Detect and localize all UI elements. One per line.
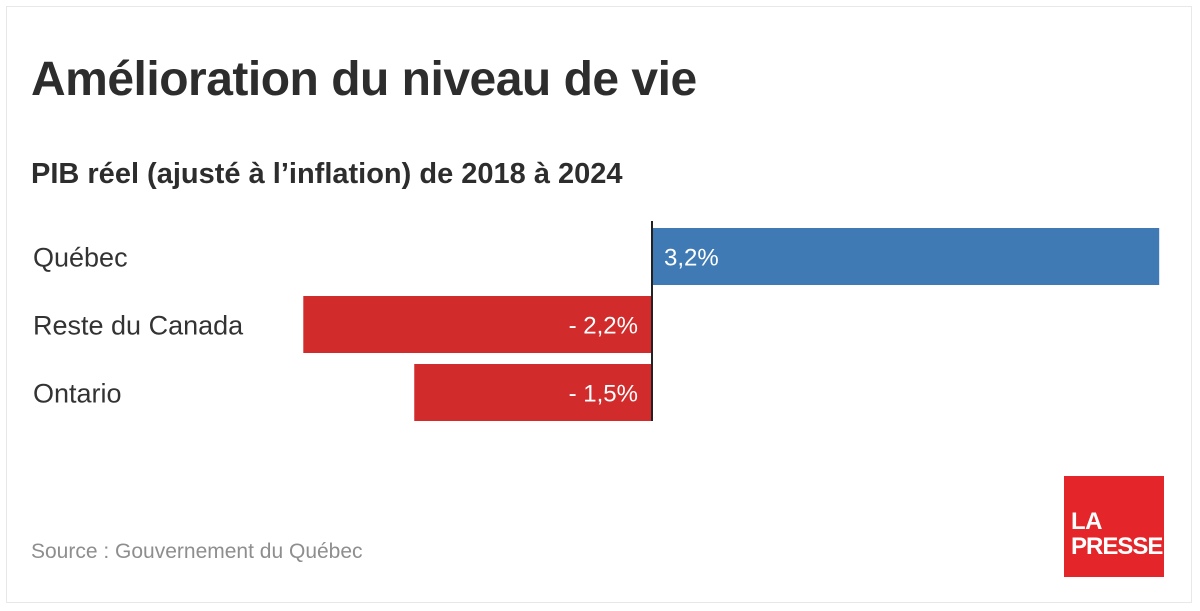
logo-line-2: PRESSE (1071, 533, 1163, 560)
bar-ontario (414, 364, 652, 421)
category-label-quebec: Québec (33, 243, 128, 273)
category-label-reste-du-canada: Reste du Canada (33, 311, 244, 341)
value-label-reste-du-canada: - 2,2% (569, 313, 638, 340)
value-label-quebec: 3,2% (664, 245, 719, 272)
chart-title: Amélioration du niveau de vie (31, 53, 697, 106)
chart-subtitle: PIB réel (ajusté à l’inflation) de 2018 … (31, 158, 623, 190)
bar-reste-du-canada (303, 296, 652, 353)
category-label-ontario: Ontario (33, 379, 122, 409)
bar-quebec (652, 228, 1160, 285)
la-presse-logo: LA PRESSE (1064, 476, 1164, 577)
logo-line-1: LA (1071, 508, 1103, 535)
source-note: Source : Gouvernement du Québec (31, 540, 363, 563)
value-label-ontario: - 1,5% (569, 381, 638, 408)
chart-frame (6, 6, 1192, 603)
